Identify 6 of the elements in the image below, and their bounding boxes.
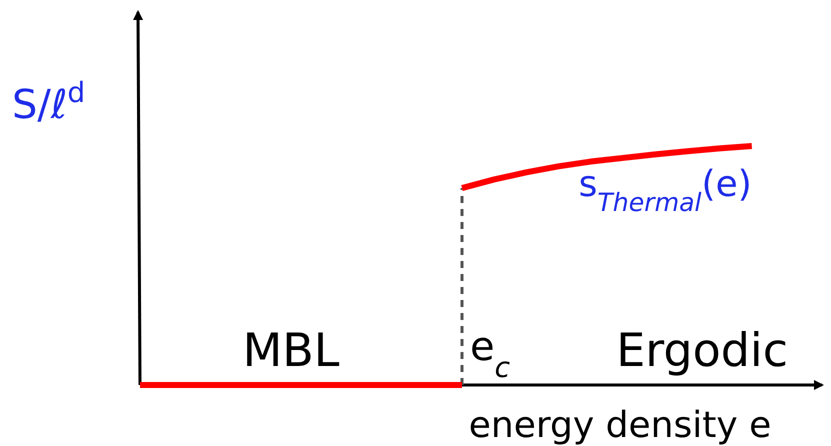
annotation: e$_{c}$ (470, 324, 511, 384)
x-axis-title: energy density e (468, 405, 772, 446)
series-label: s$_{Thermal}$(e) (578, 164, 752, 216)
annotation: Ergodic (616, 323, 788, 377)
annotation: MBL (242, 323, 340, 377)
y-axis-title: S/ℓ$^{d}$ (12, 76, 86, 128)
